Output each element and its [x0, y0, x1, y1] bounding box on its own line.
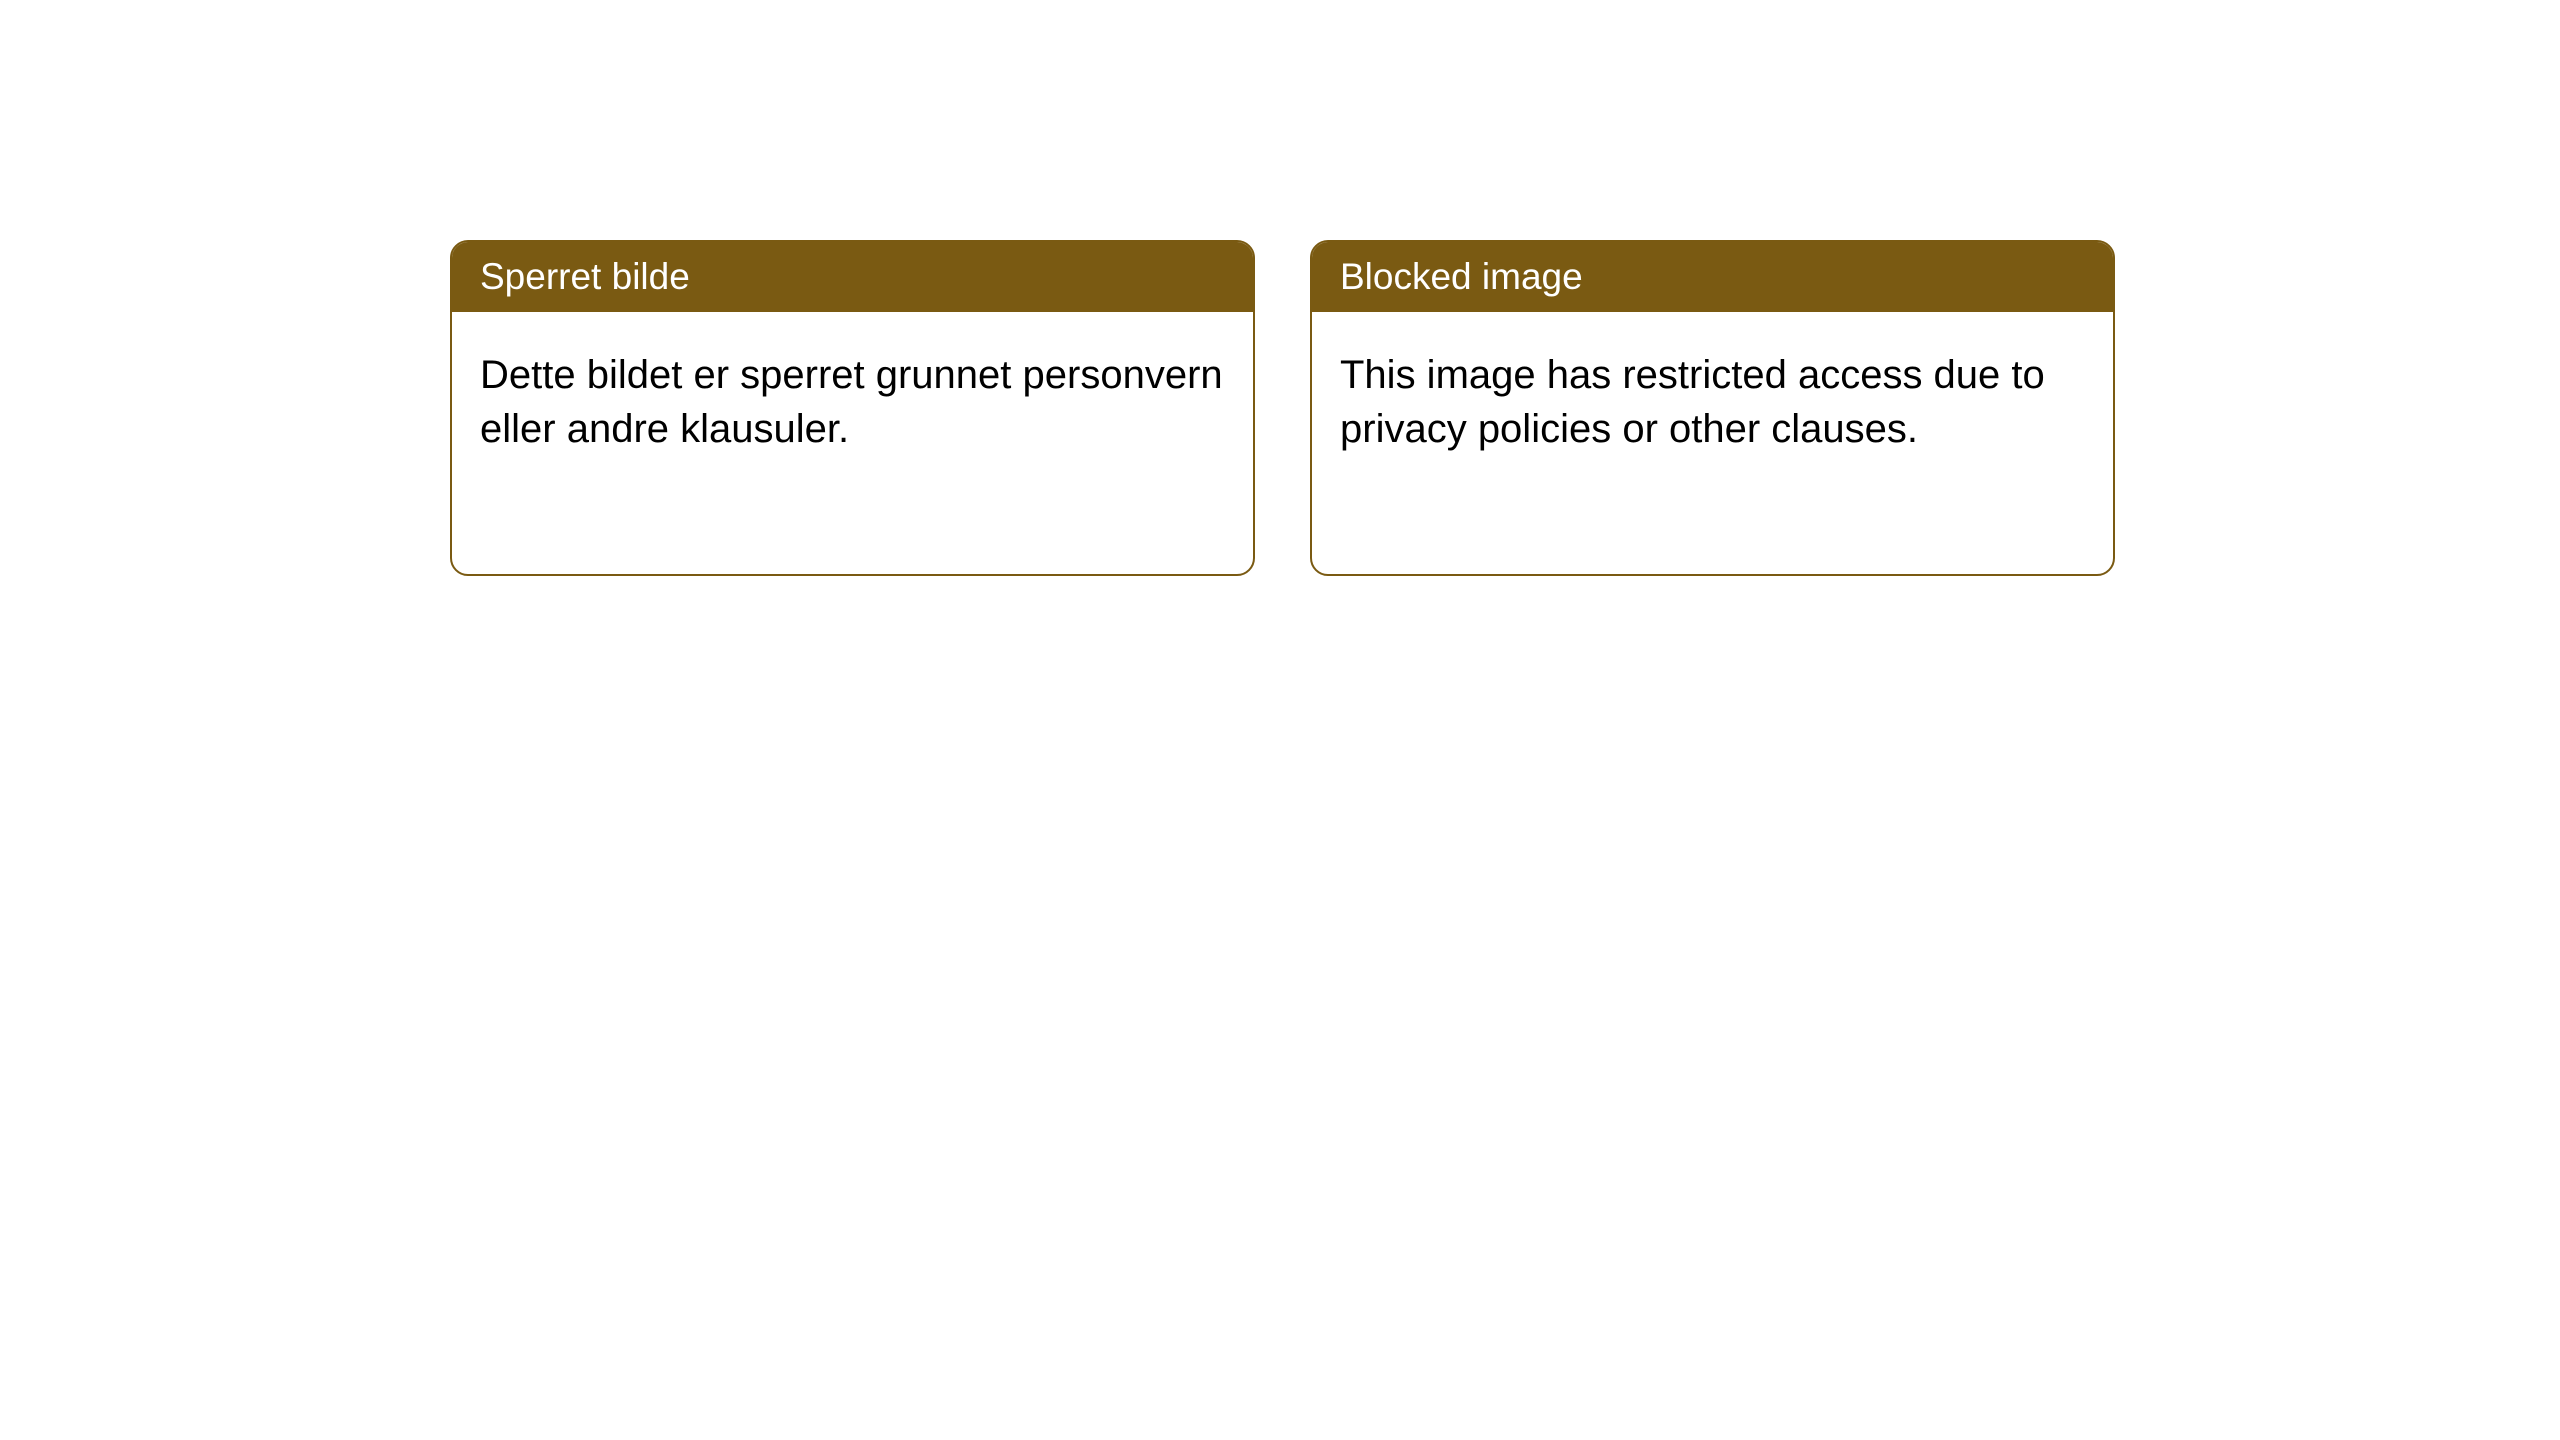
notice-title: Blocked image — [1340, 256, 1583, 297]
notice-card-body: Dette bildet er sperret grunnet personve… — [452, 312, 1253, 492]
notice-card-header: Sperret bilde — [452, 242, 1253, 312]
notice-card-body: This image has restricted access due to … — [1312, 312, 2113, 492]
notice-card-english: Blocked image This image has restricted … — [1310, 240, 2115, 576]
notice-text: Dette bildet er sperret grunnet personve… — [480, 353, 1223, 451]
notice-card-header: Blocked image — [1312, 242, 2113, 312]
notice-title: Sperret bilde — [480, 256, 690, 297]
notice-text: This image has restricted access due to … — [1340, 353, 2045, 451]
notice-card-norwegian: Sperret bilde Dette bildet er sperret gr… — [450, 240, 1255, 576]
notice-container: Sperret bilde Dette bildet er sperret gr… — [450, 240, 2560, 576]
